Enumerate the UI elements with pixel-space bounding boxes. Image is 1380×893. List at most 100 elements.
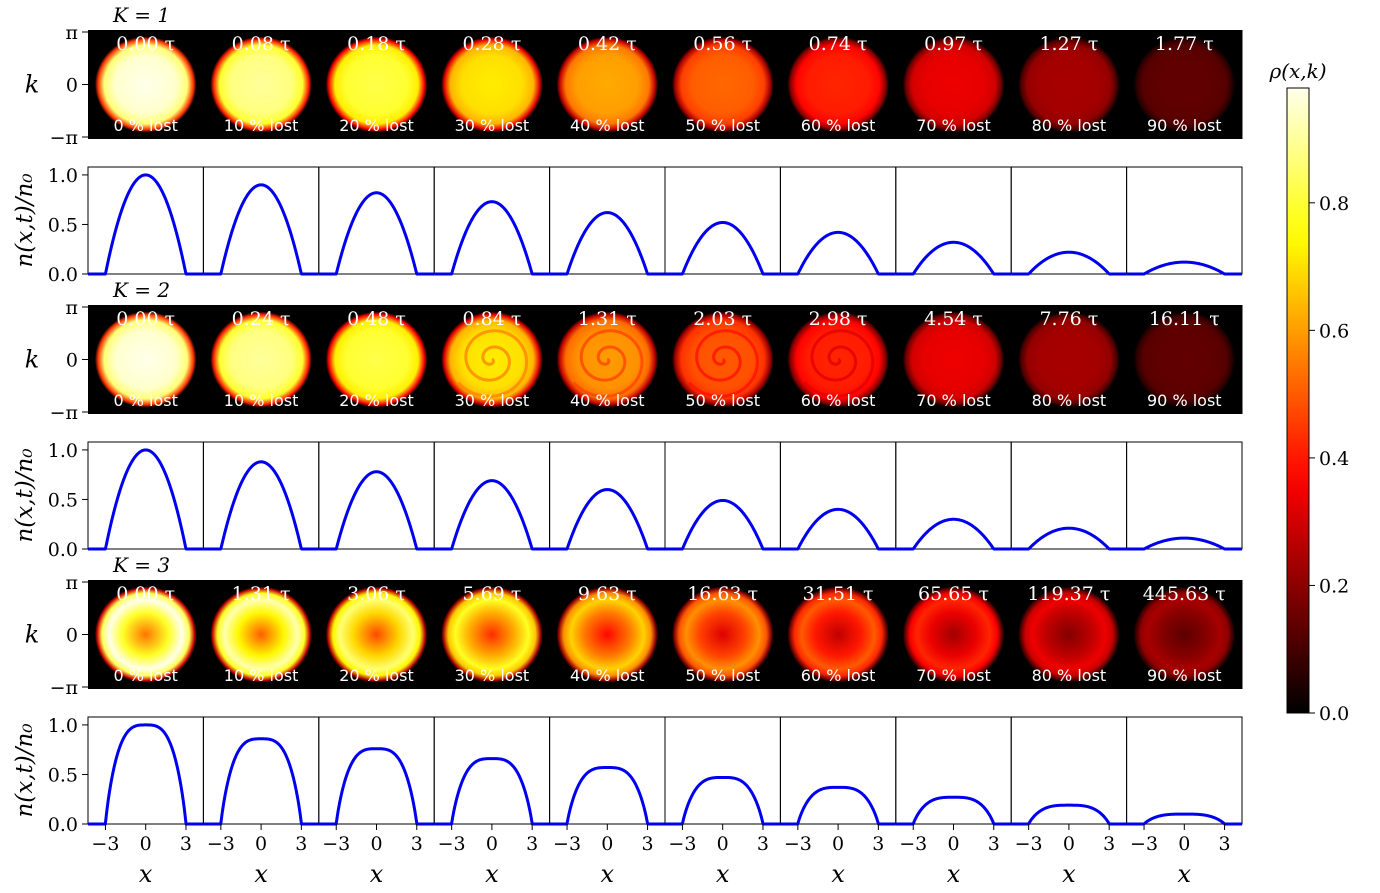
density-blob — [94, 311, 197, 408]
line-xlabel: x — [947, 860, 961, 888]
lost-label: 50 % lost — [685, 391, 760, 410]
density-curve — [664, 220, 782, 276]
time-label: 4.54 τ — [924, 308, 983, 330]
lost-label: 20 % lost — [339, 391, 414, 410]
line-ylabel: n(x,t)/n₀ — [12, 723, 38, 817]
line-xtick-label: 0 — [601, 833, 613, 855]
line-xtick-label: −3 — [322, 833, 350, 855]
density-blob — [556, 36, 659, 133]
line-xtick-label: 3 — [526, 833, 538, 855]
spiral-arm — [457, 329, 529, 398]
time-label: 1.27 τ — [1039, 33, 1098, 55]
line-xlabel: x — [716, 860, 730, 888]
lost-label: 10 % lost — [224, 666, 299, 685]
time-label: 16.63 τ — [687, 583, 758, 605]
density-blob — [210, 586, 312, 683]
lost-label: 10 % lost — [224, 391, 299, 410]
line-xtick-label: 3 — [1219, 833, 1231, 855]
line-xtick-label: 3 — [411, 833, 423, 855]
line-panel — [202, 441, 320, 550]
time-label: 2.98 τ — [809, 308, 868, 330]
time-label: 0.56 τ — [693, 33, 752, 55]
line-xtick-label: 3 — [757, 833, 769, 855]
lost-label: 80 % lost — [1032, 391, 1107, 410]
group-title: K = 2 — [112, 278, 170, 302]
time-label: 0.84 τ — [462, 308, 521, 330]
time-label: 0.74 τ — [809, 33, 868, 55]
line-panel — [1010, 716, 1128, 825]
lost-label: 50 % lost — [685, 116, 760, 135]
lost-label: 20 % lost — [339, 116, 414, 135]
line-panel — [664, 716, 781, 825]
density-blob — [1018, 586, 1120, 683]
density-blob — [902, 36, 1005, 133]
density-curve — [202, 460, 320, 551]
line-xtick-label: 0 — [486, 833, 498, 855]
density-blob — [902, 311, 1005, 408]
time-label: 1.77 τ — [1155, 33, 1214, 55]
line-panel — [1126, 166, 1243, 275]
colorbar-tick-label: 0.0 — [1319, 703, 1349, 725]
line-xtick-label: −3 — [91, 833, 119, 855]
density-blob — [1133, 311, 1236, 408]
density-curve — [202, 183, 320, 276]
line-ylabel: n(x,t)/n₀ — [12, 173, 38, 267]
colorbar-label: ρ(x,k) — [1268, 59, 1326, 83]
lost-label: 30 % lost — [455, 391, 530, 410]
line-xtick-label: 0 — [832, 833, 844, 855]
panel-group-2: K = 2 k π 0 −π n(x,t)/n₀ 1.0 0.5 0.0 0.00 τ 0 % lo… — [12, 278, 1243, 561]
heatmap-ytick-label: π — [66, 22, 79, 44]
density-curve — [1010, 250, 1128, 276]
density-curve — [894, 517, 1013, 551]
time-label: 0.28 τ — [462, 33, 521, 55]
heatmap-ytick-label: 0 — [66, 625, 78, 647]
line-xlabel: x — [601, 860, 615, 888]
spiral-arm — [688, 329, 759, 398]
density-blob — [787, 36, 889, 133]
line-panel — [1126, 716, 1243, 825]
line-panel — [318, 441, 435, 550]
heatmap-ytick-label: −π — [50, 127, 78, 149]
line-panel — [87, 166, 204, 275]
time-label: 1.31 τ — [232, 583, 291, 605]
density-curve — [548, 488, 666, 551]
density-curve — [317, 470, 436, 551]
lost-label: 80 % lost — [1032, 666, 1107, 685]
line-xtick-label: −3 — [1015, 833, 1043, 855]
line-panel — [433, 166, 551, 275]
heatmap-ytick-label: 0 — [66, 350, 78, 372]
lost-label: 70 % lost — [916, 666, 991, 685]
group-title: K = 3 — [112, 553, 170, 577]
lost-label: 60 % lost — [801, 391, 876, 410]
density-blob — [325, 311, 428, 408]
time-label: 2.03 τ — [693, 308, 752, 330]
density-blob — [556, 586, 659, 683]
line-ytick-label: 1.0 — [48, 165, 78, 187]
line-xtick-label: 0 — [717, 833, 729, 855]
line-panel — [318, 166, 435, 275]
line-xtick-label: 3 — [642, 833, 654, 855]
line-ytick-label: 0.0 — [48, 539, 78, 561]
line-ytick-label: 0.5 — [48, 214, 78, 236]
density-curve — [433, 200, 551, 276]
line-ytick-label: 1.0 — [48, 715, 78, 737]
panel-group-1: K = 1 k π 0 −π n(x,t)/n₀ 1.0 0.5 0.0 0.00 τ 0 % lo… — [12, 3, 1243, 286]
line-ylabel: n(x,t)/n₀ — [12, 448, 38, 542]
lost-label: 70 % lost — [916, 116, 991, 135]
heatmap-ylabel: k — [25, 71, 40, 99]
density-blob — [787, 586, 889, 683]
density-curve — [779, 230, 897, 276]
density-blob — [671, 36, 774, 133]
line-panel — [1010, 441, 1128, 550]
group-title: K = 1 — [112, 3, 170, 27]
time-label: 5.69 τ — [462, 583, 521, 605]
lost-label: 90 % lost — [1147, 391, 1222, 410]
line-xtick-label: −3 — [207, 833, 235, 855]
lost-label: 50 % lost — [685, 666, 760, 685]
colorbar-tick-label: 0.6 — [1319, 320, 1349, 342]
time-label: 0.00 τ — [116, 583, 175, 605]
line-panel — [87, 441, 204, 550]
density-blob — [94, 36, 197, 133]
density-curve — [87, 448, 205, 551]
line-panel — [202, 716, 320, 825]
